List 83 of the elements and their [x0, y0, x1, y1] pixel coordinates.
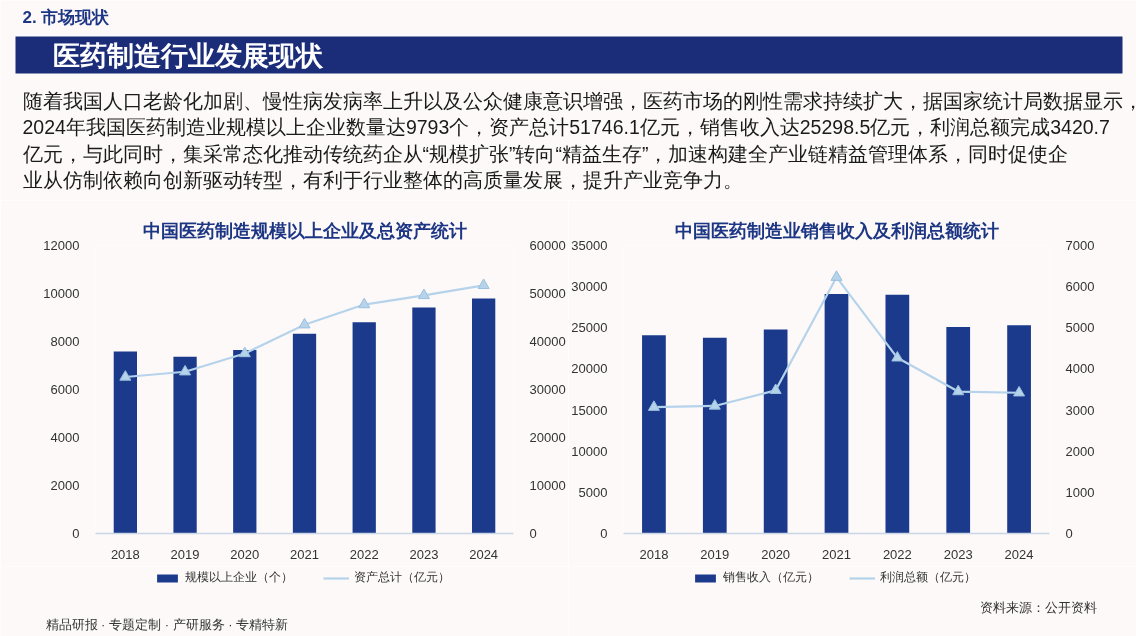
y2-tick-label: 30000	[529, 382, 566, 397]
y2-tick-label: 6000	[1065, 279, 1095, 295]
text: 精品研报 · 专题定制 · 产研服务 · 专精特新	[45, 617, 289, 632]
y2-tick-label: 20000	[529, 430, 566, 445]
legend-label: 利润总额（亿元）	[880, 569, 976, 586]
point	[647, 400, 660, 411]
bar	[233, 349, 257, 534]
point	[952, 384, 965, 396]
x-tick-label: 2020	[761, 546, 791, 562]
bar	[173, 356, 197, 534]
point	[830, 270, 843, 281]
bar	[946, 326, 971, 534]
y2-tick-label: 40000	[529, 334, 566, 349]
x-tick-label: 2019	[170, 546, 200, 562]
y-tick-label: 6000	[50, 382, 80, 397]
y-tick-label: 10000	[571, 443, 608, 459]
text: 医药制造行业发展现状	[52, 40, 324, 71]
x-tick-label: 2021	[822, 546, 851, 562]
point	[477, 278, 490, 290]
x-tick-label: 2019	[700, 546, 730, 562]
text: 资料来源：公开资料	[979, 600, 1097, 615]
legend-label: 规模以上企业（个）	[185, 569, 293, 586]
y-tick-label: 0	[600, 526, 608, 541]
point	[238, 346, 251, 358]
chart-title: 中国医药制造规模以上企业及总资产统计	[142, 220, 467, 241]
bar	[412, 307, 436, 534]
text: 2. 市场现状	[22, 8, 111, 27]
x-tick-label: 2022	[349, 546, 379, 562]
point	[298, 317, 311, 329]
point	[119, 370, 132, 381]
y2-tick-label: 10000	[529, 478, 566, 493]
x-tick-label: 2021	[290, 546, 319, 562]
y2-tick-label: 0	[529, 526, 537, 541]
chart-title: 中国医药制造业销售收入及利润总额统计	[674, 220, 999, 241]
point	[708, 399, 721, 410]
x-tick-label: 2023	[943, 546, 973, 562]
x-tick-label: 2024	[1004, 546, 1034, 562]
y2-tick-label: 50000	[529, 286, 566, 301]
y2-tick-label: 60000	[529, 238, 566, 253]
bar	[702, 337, 727, 534]
y2-tick-label: 0	[1065, 526, 1073, 541]
y2-tick-label: 2000	[1065, 443, 1095, 459]
y-tick-label: 0	[72, 526, 80, 541]
point	[179, 364, 192, 376]
y2-tick-label: 3000	[1065, 402, 1095, 418]
text: 随着我国人口老龄化加剧、慢性病发病率上升以及公众健康意识增强，医药市场的刚性需求持续扩大，据国家统计局数据显示，2024年我国医药制造业规模以上企业数量达9793个，资产总计51746.1亿元，销售收入达25298.5亿元，利润总额完成3420.7亿元，与此同时，集采常态化推动传统药企从“规模扩张”转向“精益生存”，加速构建全产业链精益管理体系，同时促使企业从仿制依赖向创新驱动转型，有利于行业整体的高质量发展，提升产业竞争力。	[21, 89, 1136, 191]
y-tick-label: 4000	[50, 430, 80, 445]
x-tick-label: 2024	[469, 546, 499, 562]
point	[417, 288, 430, 300]
x-tick-label: 2022	[882, 546, 912, 562]
bar	[352, 322, 376, 534]
y-tick-label: 2000	[50, 478, 80, 493]
y-tick-label: 8000	[50, 334, 80, 349]
bar	[642, 335, 666, 534]
y-tick-label: 15000	[571, 402, 608, 418]
y-tick-label: 10000	[43, 286, 80, 301]
y2-tick-label: 1000	[1065, 484, 1095, 500]
bar	[113, 351, 137, 534]
point	[358, 297, 371, 309]
bar	[763, 329, 788, 534]
bar	[824, 294, 849, 534]
bar	[1007, 325, 1031, 534]
y-tick-label: 35000	[571, 238, 608, 253]
point	[891, 350, 904, 362]
x-tick-label: 2018	[639, 546, 669, 562]
y-tick-label: 25000	[571, 320, 608, 336]
y-tick-label: 12000	[43, 238, 80, 253]
x-tick-label: 2020	[230, 546, 260, 562]
y2-tick-label: 4000	[1065, 361, 1095, 377]
x-tick-label: 2023	[409, 546, 439, 562]
y-tick-label: 30000	[571, 279, 608, 295]
point	[769, 383, 782, 394]
legend-label: 资产总计（亿元）	[354, 569, 450, 586]
y-tick-label: 20000	[571, 361, 608, 377]
y2-tick-label: 5000	[1065, 320, 1095, 336]
point	[1013, 385, 1026, 397]
y-tick-label: 5000	[578, 484, 608, 500]
bar	[292, 333, 317, 534]
x-tick-label: 2018	[110, 546, 140, 562]
legend-label: 销售收入（亿元）	[723, 569, 819, 586]
bar	[885, 294, 910, 534]
y2-tick-label: 7000	[1065, 238, 1095, 253]
bar	[472, 298, 496, 534]
